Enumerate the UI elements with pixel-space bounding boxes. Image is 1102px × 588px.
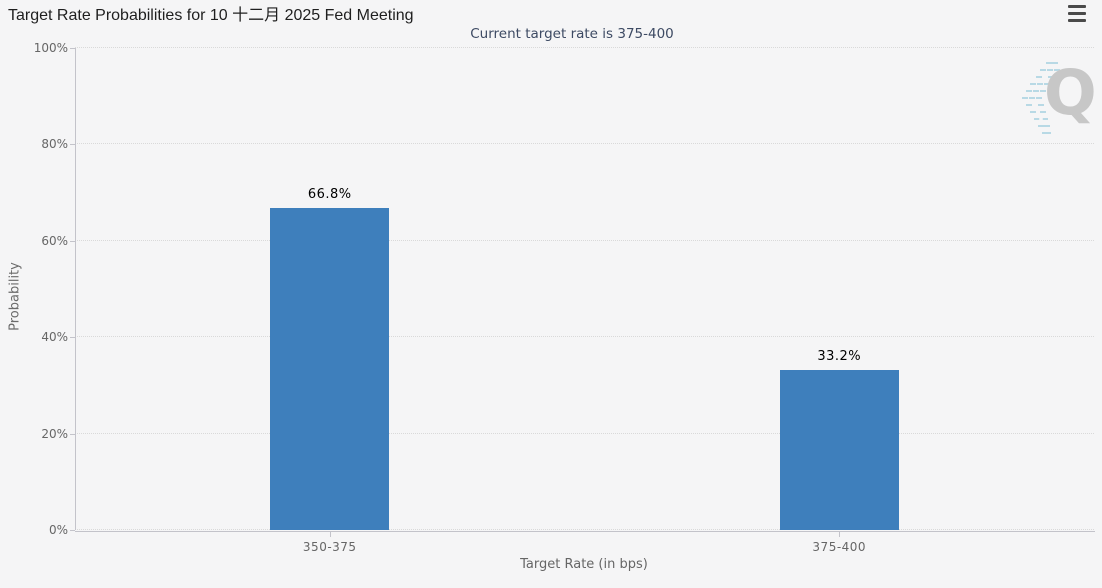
y-axis-tick-label: 100% — [33, 41, 68, 55]
y-axis-tick-mark — [70, 530, 75, 531]
x-axis-tick-mark — [839, 531, 841, 537]
x-axis-line — [75, 531, 1095, 532]
chart-title: Target Rate Probabilities for 10 十二月 202… — [8, 7, 414, 24]
watermark-dash — [1022, 97, 1042, 99]
hamburger-icon — [1068, 19, 1086, 22]
bar-value-label: 66.8% — [307, 187, 352, 203]
watermark-dash — [1040, 69, 1060, 71]
quikstrike-watermark: Q — [1018, 56, 1098, 146]
bar-value-label: 33.2% — [817, 348, 862, 364]
hamburger-icon — [1068, 12, 1086, 15]
y-gridline — [75, 336, 1094, 338]
watermark-q-letter: Q — [1044, 56, 1097, 129]
x-axis-tick-label: 350-375 — [302, 540, 357, 554]
y-gridline — [75, 432, 1094, 434]
x-axis-tick-label: 375-400 — [812, 540, 867, 554]
watermark-dash — [1026, 104, 1044, 106]
watermark-dash — [1034, 118, 1048, 120]
watermark-dash — [1030, 83, 1050, 85]
y-axis-tick-label: 60% — [41, 233, 68, 248]
y-axis-tick-label: 80% — [41, 137, 68, 152]
y-axis-tick-mark — [70, 240, 75, 242]
y-axis-tick-label: 0% — [48, 523, 68, 537]
probability-bar[interactable] — [779, 369, 899, 530]
y-axis-tick-label: 20% — [41, 426, 68, 441]
watermark-dash — [1042, 132, 1051, 134]
watermark-dash — [1046, 62, 1058, 64]
y-axis-line — [75, 48, 76, 530]
y-axis-tick-mark — [70, 144, 75, 146]
watermark-dash — [1026, 90, 1046, 92]
hamburger-icon — [1068, 5, 1086, 8]
watermark-dash — [1038, 125, 1050, 127]
x-axis-title: Target Rate (in bps) — [520, 557, 648, 572]
x-axis-tick-mark — [329, 531, 331, 537]
y-gridline — [75, 47, 1094, 48]
y-axis-tick-label: 40% — [41, 330, 68, 345]
chart-context-menu-button[interactable] — [1068, 5, 1088, 22]
y-gridline — [75, 529, 1094, 530]
watermark-dash — [1036, 76, 1054, 78]
chart-subtitle: Current target rate is 375-400 — [470, 26, 674, 42]
y-axis-tick-mark — [70, 433, 75, 435]
y-gridline — [75, 143, 1094, 145]
y-gridline — [75, 239, 1094, 241]
y-axis-tick-mark — [70, 48, 75, 49]
probability-bar[interactable] — [270, 208, 390, 530]
y-axis-tick-mark — [70, 337, 75, 339]
watermark-dash — [1030, 111, 1046, 113]
